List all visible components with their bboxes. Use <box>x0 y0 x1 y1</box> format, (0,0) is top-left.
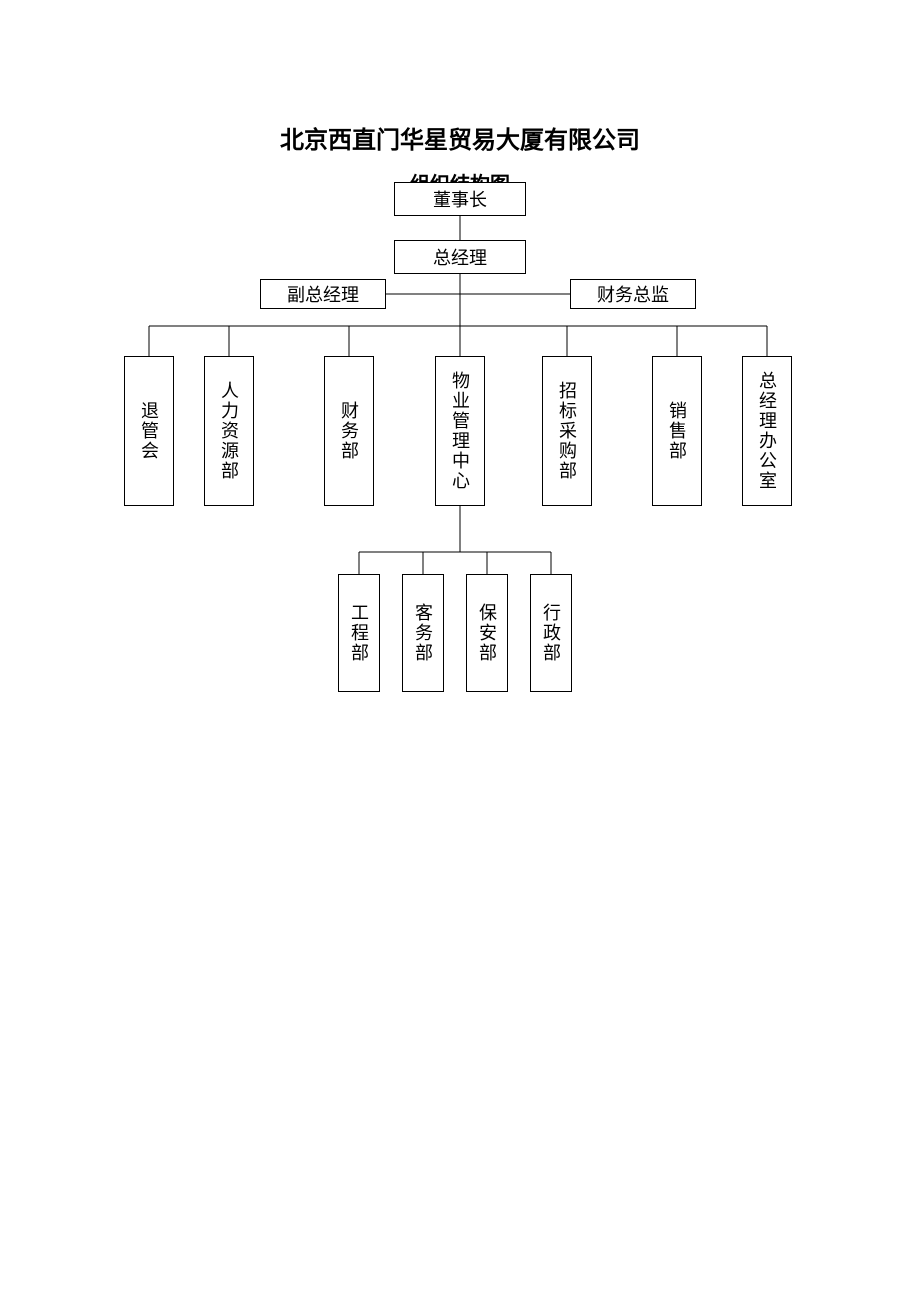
node-label: 销售部 <box>664 401 690 461</box>
node-dept3: 财务部 <box>324 356 374 506</box>
node-label: 物业管理中心 <box>447 371 473 491</box>
node-label: 保安部 <box>474 603 500 663</box>
node-label: 人力资源部 <box>216 381 242 481</box>
node-sub2: 客务部 <box>402 574 444 692</box>
node-label: 总经理办公室 <box>754 371 780 491</box>
page-title: 北京西直门华星贸易大厦有限公司 <box>0 120 920 155</box>
node-label: 招标采购部 <box>554 381 580 481</box>
node-sub3: 保安部 <box>466 574 508 692</box>
node-dept5: 招标采购部 <box>542 356 592 506</box>
node-gm: 总经理 <box>394 240 526 274</box>
node-sub4: 行政部 <box>530 574 572 692</box>
node-label: 退管会 <box>136 401 162 461</box>
node-dept6: 销售部 <box>652 356 702 506</box>
node-label: 客务部 <box>410 603 436 663</box>
node-dept1: 退管会 <box>124 356 174 506</box>
node-dept2: 人力资源部 <box>204 356 254 506</box>
node-label: 财务总监 <box>597 281 669 307</box>
node-label: 董事长 <box>433 186 487 212</box>
node-dgm: 副总经理 <box>260 279 386 309</box>
node-label: 财务部 <box>336 401 362 461</box>
node-dept4: 物业管理中心 <box>435 356 485 506</box>
node-cfo: 财务总监 <box>570 279 696 309</box>
node-chairman: 董事长 <box>394 182 526 216</box>
node-dept7: 总经理办公室 <box>742 356 792 506</box>
node-sub1: 工程部 <box>338 574 380 692</box>
node-label: 总经理 <box>433 244 487 270</box>
node-label: 行政部 <box>538 603 564 663</box>
node-label: 工程部 <box>346 603 372 663</box>
node-label: 副总经理 <box>287 281 359 307</box>
